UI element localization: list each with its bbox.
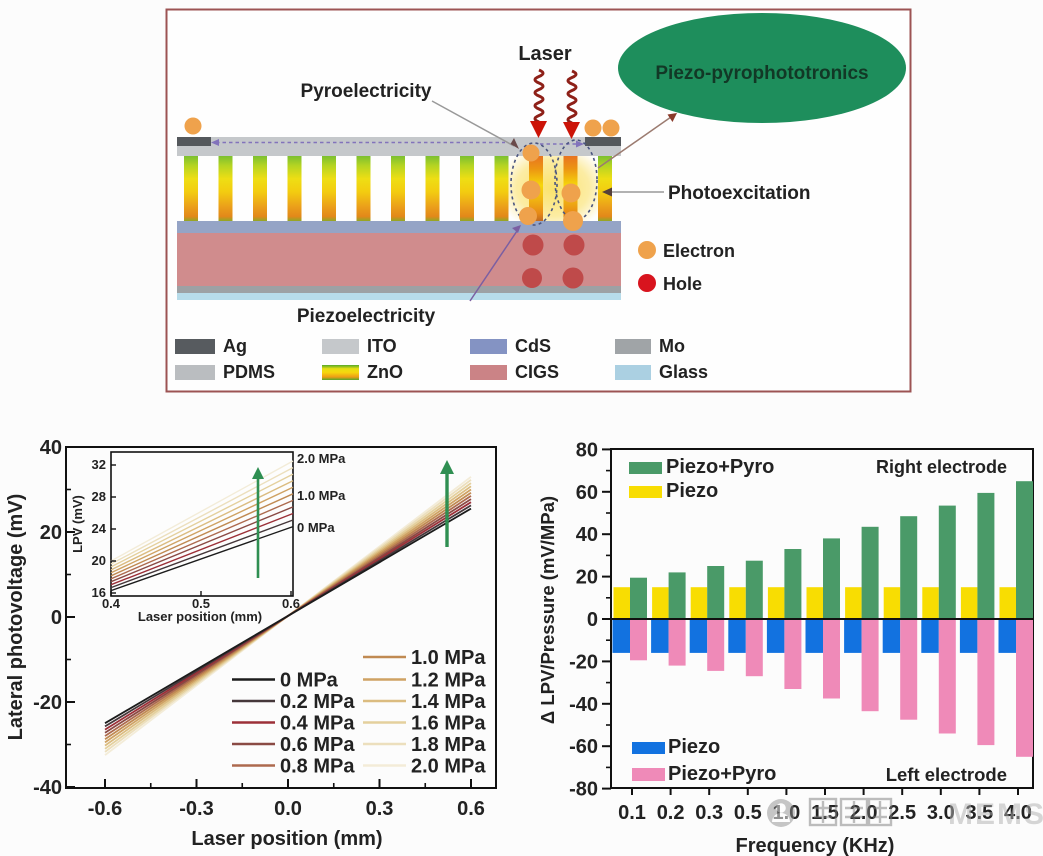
svg-text:20: 20: [576, 567, 598, 589]
svg-text:-20: -20: [33, 692, 62, 714]
svg-text:LPV (mV): LPV (mV): [70, 495, 85, 553]
svg-text:Ag: Ag: [223, 336, 247, 356]
svg-text:0: 0: [51, 607, 62, 629]
svg-text:Electron: Electron: [663, 241, 735, 261]
svg-text:Laser position (mm): Laser position (mm): [191, 828, 382, 850]
svg-text:3.5: 3.5: [965, 802, 993, 824]
svg-text:ITO: ITO: [367, 336, 397, 356]
svg-text:0.3: 0.3: [366, 798, 394, 820]
svg-text:24: 24: [92, 521, 107, 536]
svg-text:1.0 MPa: 1.0 MPa: [411, 647, 486, 669]
svg-text:1.4 MPa: 1.4 MPa: [411, 691, 486, 713]
svg-text:CIGS: CIGS: [515, 362, 559, 382]
svg-text:ZnO: ZnO: [367, 362, 403, 382]
svg-text:0.5: 0.5: [734, 802, 762, 824]
svg-text:-80: -80: [569, 779, 598, 801]
svg-text:Piezoelectricity: Piezoelectricity: [297, 306, 436, 327]
svg-text:-60: -60: [569, 736, 598, 758]
svg-text:1.5: 1.5: [811, 802, 839, 824]
svg-text:2.0 MPa: 2.0 MPa: [411, 756, 486, 778]
svg-text:Right electrode: Right electrode: [876, 457, 1007, 477]
svg-text:0.1: 0.1: [618, 802, 646, 824]
svg-text:20: 20: [40, 522, 62, 544]
svg-text:Piezo: Piezo: [666, 480, 718, 502]
svg-text:Mo: Mo: [659, 336, 685, 356]
svg-text:0.6: 0.6: [457, 798, 485, 820]
svg-text:1.2 MPa: 1.2 MPa: [411, 670, 486, 692]
svg-text:0.8 MPa: 0.8 MPa: [280, 756, 355, 778]
svg-text:-0.3: -0.3: [179, 798, 213, 820]
svg-text:0.4 MPa: 0.4 MPa: [280, 713, 355, 735]
svg-text:Left electrode: Left electrode: [886, 764, 1007, 785]
svg-text:PDMS: PDMS: [223, 362, 275, 382]
svg-text:Piezo: Piezo: [668, 736, 720, 758]
svg-text:3.0: 3.0: [927, 802, 955, 824]
svg-text:Laser: Laser: [518, 43, 572, 65]
svg-text:0.5: 0.5: [192, 596, 210, 611]
svg-text:0: 0: [587, 609, 598, 631]
svg-text:0.4: 0.4: [102, 596, 121, 611]
svg-text:Lateral photovoltage (mV): Lateral photovoltage (mV): [5, 494, 27, 741]
svg-text:Glass: Glass: [659, 362, 708, 382]
svg-text:0.2 MPa: 0.2 MPa: [280, 691, 355, 713]
svg-text:Photoexcitation: Photoexcitation: [668, 183, 811, 204]
svg-text:-0.6: -0.6: [88, 798, 122, 820]
svg-text:4.0: 4.0: [1004, 802, 1032, 824]
svg-text:0.3: 0.3: [695, 802, 723, 824]
svg-text:80: 80: [576, 439, 598, 461]
svg-text:0.6: 0.6: [282, 596, 300, 611]
svg-text:0.0: 0.0: [274, 798, 302, 820]
svg-text:0.6 MPa: 0.6 MPa: [280, 734, 355, 756]
svg-text:0 MPa: 0 MPa: [280, 670, 339, 692]
svg-text:1.8 MPa: 1.8 MPa: [411, 734, 486, 756]
svg-text:2.0 MPa: 2.0 MPa: [297, 451, 346, 466]
svg-text:-20: -20: [569, 651, 598, 673]
svg-text:20: 20: [92, 553, 106, 568]
svg-text:60: 60: [576, 482, 598, 504]
svg-text:0.2: 0.2: [657, 802, 685, 824]
svg-text:1.6 MPa: 1.6 MPa: [411, 713, 486, 735]
svg-text:Pyroelectricity: Pyroelectricity: [301, 81, 432, 102]
svg-text:0 MPa: 0 MPa: [297, 520, 335, 535]
svg-text:16: 16: [92, 585, 106, 600]
svg-text:-40: -40: [569, 694, 598, 716]
svg-text:1.0 MPa: 1.0 MPa: [297, 488, 346, 503]
svg-text:2.5: 2.5: [888, 802, 916, 824]
svg-text:-40: -40: [33, 777, 62, 799]
svg-text:Frequency (KHz): Frequency (KHz): [736, 835, 895, 856]
svg-text:40: 40: [40, 437, 62, 459]
svg-text:28: 28: [92, 489, 106, 504]
svg-text:Piezo+Pyro: Piezo+Pyro: [668, 763, 776, 785]
svg-text:MEMS: MEMS: [948, 798, 1043, 831]
svg-text:Laser position (mm): Laser position (mm): [138, 609, 262, 624]
svg-text:40: 40: [576, 524, 598, 546]
svg-text:32: 32: [92, 457, 106, 472]
svg-text:Piezo+Pyro: Piezo+Pyro: [666, 456, 774, 478]
svg-text:Δ LPV/Pressure (mV/MPa): Δ LPV/Pressure (mV/MPa): [537, 496, 558, 724]
svg-text:CdS: CdS: [515, 336, 551, 356]
svg-text:Hole: Hole: [663, 274, 702, 294]
svg-text:Piezo-pyrophototronics: Piezo-pyrophototronics: [655, 63, 868, 84]
